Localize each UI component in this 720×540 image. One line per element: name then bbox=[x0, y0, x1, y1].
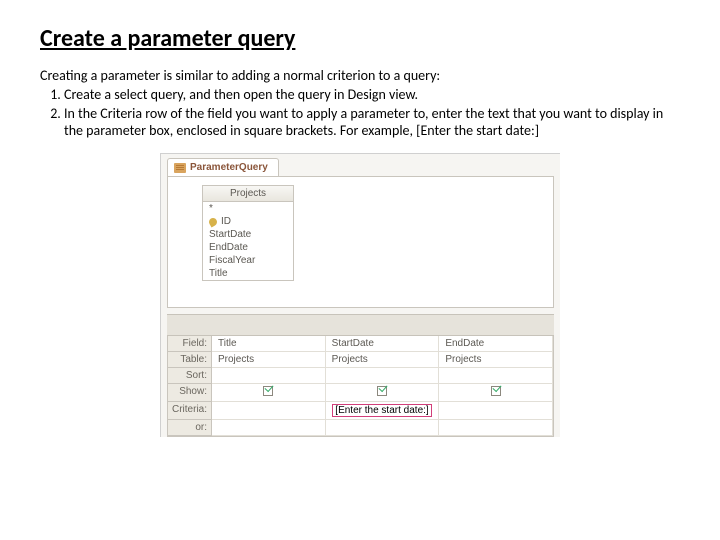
row-label-show: Show: bbox=[168, 384, 212, 402]
tab-bar: ParameterQuery bbox=[161, 154, 560, 176]
step-item: In the Criteria row of the field you wan… bbox=[64, 105, 680, 139]
grid-cell-show[interactable] bbox=[439, 384, 553, 402]
query-tab[interactable]: ParameterQuery bbox=[167, 158, 279, 176]
grid-cell[interactable]: Projects bbox=[212, 352, 326, 368]
field-row[interactable]: StartDate bbox=[203, 228, 293, 241]
grid-cell[interactable] bbox=[439, 368, 553, 384]
page-title: Create a parameter query bbox=[40, 24, 680, 53]
steps-list: Create a select query, and then open the… bbox=[40, 86, 680, 139]
grid-cell[interactable]: StartDate bbox=[326, 336, 440, 352]
step-item: Create a select query, and then open the… bbox=[64, 86, 680, 103]
grid-cell[interactable] bbox=[326, 368, 440, 384]
intro-text: Creating a parameter is similar to addin… bbox=[40, 67, 680, 84]
grid-cell-show[interactable] bbox=[212, 384, 326, 402]
grid-cell-criteria[interactable]: [Enter the start date:] bbox=[326, 402, 440, 420]
grid-cell[interactable]: Projects bbox=[439, 352, 553, 368]
row-label-criteria: Criteria: bbox=[168, 402, 212, 420]
grid-cell-criteria[interactable] bbox=[439, 402, 553, 420]
show-checkbox[interactable] bbox=[491, 386, 501, 396]
show-checkbox[interactable] bbox=[377, 386, 387, 396]
grid-cell[interactable] bbox=[439, 420, 553, 436]
row-label-field: Field: bbox=[168, 336, 212, 352]
field-row[interactable]: ID bbox=[203, 215, 293, 228]
grid-cell-show[interactable] bbox=[326, 384, 440, 402]
grid-cell[interactable]: EndDate bbox=[439, 336, 553, 352]
field-row[interactable]: Title bbox=[203, 267, 293, 280]
table-title: Projects bbox=[203, 186, 293, 202]
tables-pane: Projects * ID StartDate EndDate FiscalYe… bbox=[167, 176, 554, 308]
field-row[interactable]: EndDate bbox=[203, 241, 293, 254]
qbe-grid: Field: Title StartDate EndDate Table: Pr… bbox=[167, 336, 554, 437]
query-tab-label: ParameterQuery bbox=[190, 162, 268, 173]
access-designview-screenshot: ParameterQuery Projects * ID StartDate E… bbox=[160, 153, 560, 437]
row-label-or: or: bbox=[168, 420, 212, 436]
table-fieldlist[interactable]: Projects * ID StartDate EndDate FiscalYe… bbox=[202, 185, 294, 281]
grid-cell[interactable]: Projects bbox=[326, 352, 440, 368]
query-icon bbox=[174, 163, 186, 173]
grid-cell[interactable]: Title bbox=[212, 336, 326, 352]
field-row[interactable]: FiscalYear bbox=[203, 254, 293, 267]
grid-cell[interactable] bbox=[212, 368, 326, 384]
row-label-sort: Sort: bbox=[168, 368, 212, 384]
grid-cell[interactable] bbox=[212, 420, 326, 436]
grid-cell-criteria[interactable] bbox=[212, 402, 326, 420]
row-label-table: Table: bbox=[168, 352, 212, 368]
criteria-highlight: [Enter the start date:] bbox=[332, 404, 431, 417]
show-checkbox[interactable] bbox=[263, 386, 273, 396]
splitter[interactable] bbox=[167, 314, 554, 336]
primary-key-icon bbox=[208, 216, 219, 227]
field-row[interactable]: * bbox=[203, 202, 293, 215]
grid-cell[interactable] bbox=[326, 420, 440, 436]
